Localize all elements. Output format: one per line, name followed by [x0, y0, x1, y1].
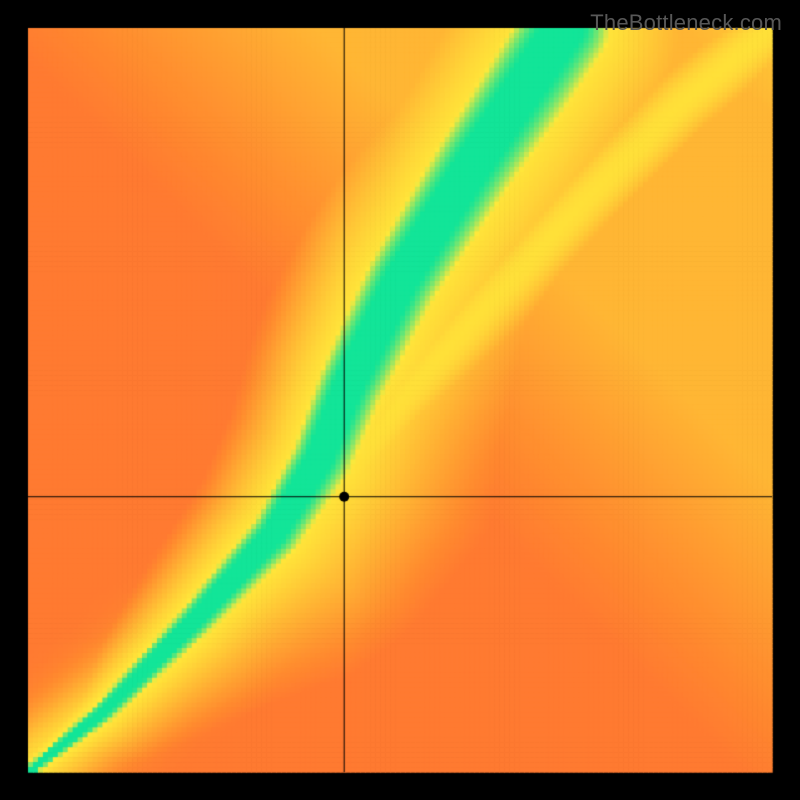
- bottleneck-heatmap: [0, 0, 800, 800]
- watermark-text: TheBottleneck.com: [590, 10, 782, 36]
